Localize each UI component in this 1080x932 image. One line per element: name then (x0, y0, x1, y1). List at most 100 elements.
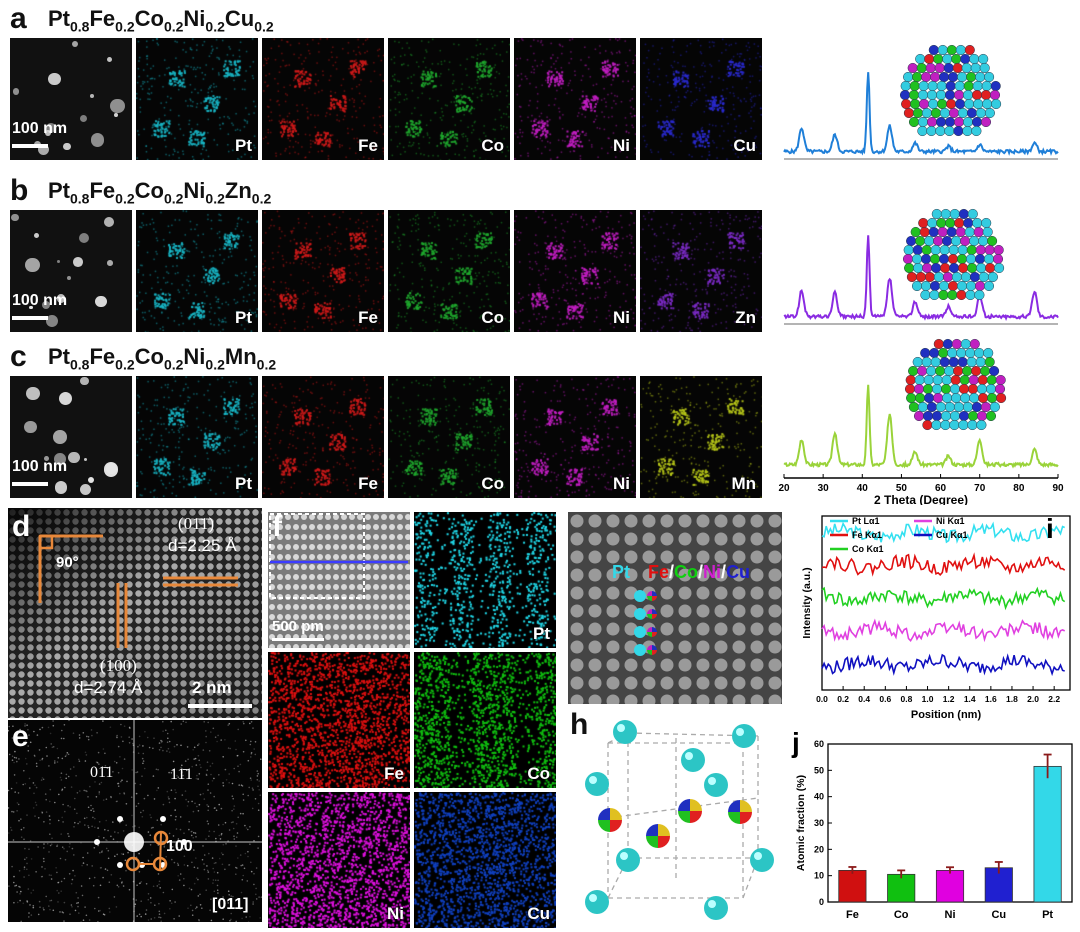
fft-noise (54, 801, 56, 804)
fft-noise (80, 885, 83, 887)
model-atom (912, 244, 923, 256)
fft-noise (206, 804, 208, 806)
model-atom (978, 271, 989, 283)
formula-subscript: 0.2 (256, 356, 277, 373)
model-atom (910, 226, 921, 238)
element-label: Co (481, 474, 504, 493)
pt-atom (634, 626, 646, 638)
fft-noise (159, 887, 161, 889)
fft-noise (137, 752, 140, 754)
fft-noise (156, 819, 159, 821)
model-atom (982, 226, 993, 238)
fft-noise (104, 764, 107, 767)
fft-noise (206, 761, 209, 763)
fft-noise (135, 792, 138, 795)
fft-noise (158, 913, 161, 915)
fft-noise (205, 889, 207, 891)
model-atom (948, 244, 959, 256)
model-atom (921, 107, 932, 119)
fft-vector (159, 831, 162, 871)
fft-noise (197, 878, 199, 881)
fft-noise (236, 867, 238, 869)
fft-noise (192, 810, 195, 813)
fft-noise (177, 864, 180, 866)
fft-noise (14, 885, 16, 887)
fft-noise (257, 835, 260, 838)
eds-noise (262, 38, 384, 160)
fft-noise (138, 913, 141, 916)
fft-noise (14, 791, 16, 793)
model-atom (982, 98, 993, 110)
pt-atom (585, 772, 609, 796)
fft-noise (18, 885, 20, 888)
fft-noise (117, 745, 120, 748)
fft-noise (230, 821, 233, 824)
fft-noise (160, 920, 162, 922)
model-atom (956, 280, 968, 292)
fft-noise (187, 758, 189, 761)
fft-noise (156, 789, 158, 792)
fft-noise (176, 862, 179, 865)
element-legend-g: Pt Fe/Co/Ni/Cu (612, 562, 750, 583)
fft-noise (38, 749, 41, 751)
haadf-tile-b: 100 nm (10, 210, 132, 332)
fft-noise (207, 721, 209, 724)
fft-noise (39, 728, 41, 731)
fft-noise (168, 798, 170, 800)
scale-text-d: 2 nm (192, 678, 232, 697)
fft-spot (94, 839, 100, 845)
fft-noise (241, 864, 244, 866)
fft-noise (229, 919, 231, 922)
fft-noise (235, 748, 237, 751)
fft-noise (98, 793, 100, 795)
fft-noise (98, 835, 100, 838)
hrtem-lattice (8, 508, 262, 718)
fft-noise (193, 849, 195, 851)
model-atom (949, 410, 961, 422)
model-atom (932, 374, 943, 386)
model-atom (904, 262, 915, 274)
model-atom (967, 410, 979, 422)
fft-noise (178, 879, 181, 881)
fft-noise (42, 907, 45, 909)
fft-noise (138, 871, 141, 873)
fft-noise (41, 757, 44, 760)
fft-noise (197, 895, 200, 897)
pt-atom (613, 720, 637, 744)
fft-noise (12, 811, 15, 813)
fft-noise (242, 721, 244, 723)
fft-noise (222, 756, 224, 758)
fft-noise (72, 732, 75, 734)
fft-noise (69, 913, 71, 915)
xrd-tick-label: 70 (974, 483, 986, 494)
particle (78, 232, 90, 243)
fft-noise (181, 771, 183, 773)
fft-noise (71, 878, 74, 881)
fft-noise (117, 886, 120, 888)
model-atom (904, 383, 916, 395)
fft-noise (55, 867, 57, 869)
fft-noise (77, 905, 79, 908)
element-label: Pt (235, 136, 252, 155)
xrd-x-label: 2 Theta (Degree) (874, 493, 968, 505)
fft-noise (205, 735, 207, 738)
fft-noise (257, 802, 260, 805)
fft-noise (48, 765, 50, 767)
fft-noise (193, 758, 195, 760)
fft-noise (195, 836, 197, 838)
model-atom (967, 208, 978, 220)
eds-noise (514, 376, 636, 498)
fft-noise (40, 779, 43, 781)
fft-noise (137, 745, 139, 748)
formula-element: Pt (48, 6, 70, 31)
fft-noise (215, 837, 217, 840)
fft-noise (106, 839, 108, 842)
legend-cu: Cu (726, 562, 751, 582)
fft-noise (158, 916, 160, 918)
particle (87, 476, 95, 484)
model-atom (969, 338, 980, 350)
fft-noise (77, 897, 79, 899)
fft-noise (225, 779, 228, 781)
fft-noise (250, 751, 253, 754)
model-atom (971, 365, 982, 377)
